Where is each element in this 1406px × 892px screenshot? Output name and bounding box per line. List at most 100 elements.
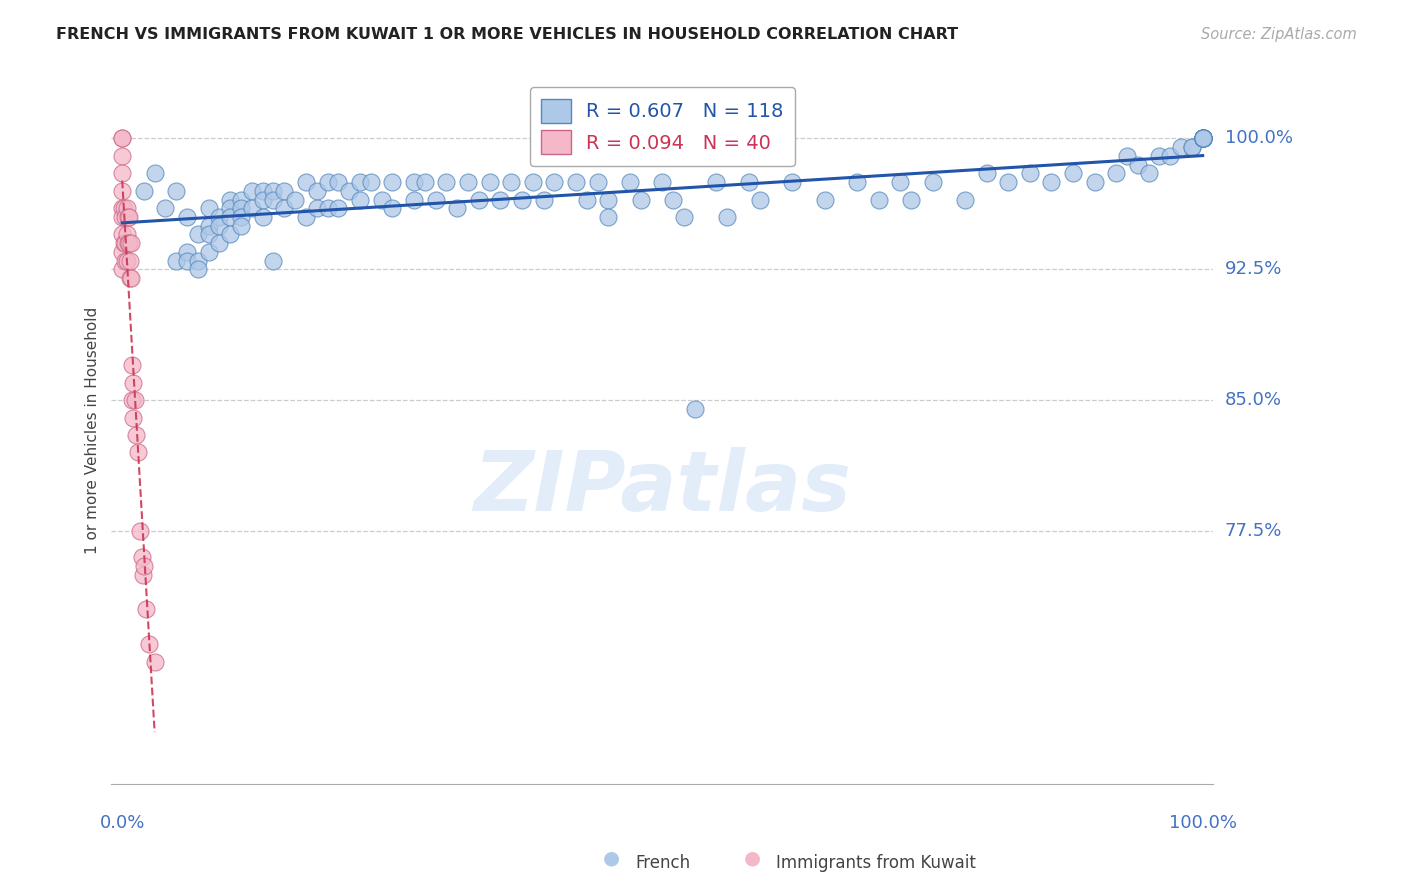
Text: 77.5%: 77.5% [1225,522,1282,540]
Point [111,131,134,145]
Point [176,210,198,224]
Point [165,184,187,198]
Point [295,210,318,224]
Point [124,393,146,408]
Point [522,175,544,189]
Text: FRENCH VS IMMIGRANTS FROM KUWAIT 1 OR MORE VEHICLES IN HOUSEHOLD CORRELATION CHA: FRENCH VS IMMIGRANTS FROM KUWAIT 1 OR MO… [56,27,959,42]
Point [1191,131,1213,145]
Point [976,166,998,180]
Point [135,602,157,616]
Point [115,201,138,215]
Point [155,201,177,215]
Point [1191,131,1213,145]
Point [748,193,770,207]
Point [489,193,512,207]
Point [1105,166,1128,180]
Point [111,166,134,180]
Legend: R = 0.607   N = 118, R = 0.094   N = 40: R = 0.607 N = 118, R = 0.094 N = 40 [530,87,796,166]
Point [1062,166,1084,180]
Point [114,236,136,251]
Point [131,550,153,565]
Point [229,193,252,207]
Point [1191,131,1213,145]
Point [598,193,620,207]
Point [252,210,274,224]
Point [1040,175,1063,189]
Point [187,227,209,242]
Point [402,175,425,189]
Point [122,376,145,390]
Point [813,193,835,207]
Point [953,193,976,207]
Point [240,184,263,198]
Point [115,227,138,242]
Point [381,201,404,215]
Point [273,184,295,198]
Point [229,210,252,224]
Point [295,175,318,189]
Point [738,175,761,189]
Point [138,637,160,651]
Point [1116,149,1139,163]
Point [127,445,149,459]
Point [434,175,457,189]
Point [1191,131,1213,145]
Text: Source: ZipAtlas.com: Source: ZipAtlas.com [1201,27,1357,42]
Point [868,193,890,207]
Text: French: French [636,855,690,872]
Point [1137,166,1160,180]
Point [143,166,166,180]
Point [1084,175,1107,189]
Point [111,244,134,259]
Point [316,201,339,215]
Point [381,175,404,189]
Point [176,244,198,259]
Point [219,227,242,242]
Point [780,175,803,189]
Point [413,175,436,189]
Point [273,201,295,215]
Text: Immigrants from Kuwait: Immigrants from Kuwait [776,855,976,872]
Point [1170,140,1192,154]
Point [630,193,652,207]
Point [114,253,136,268]
Point [125,428,148,442]
Point [1191,131,1213,145]
Point [1191,131,1213,145]
Point [219,210,242,224]
Point [114,210,136,224]
Point [328,175,350,189]
Point [240,201,263,215]
Point [111,149,134,163]
Point [1159,149,1181,163]
Point [263,193,285,207]
Point [468,193,491,207]
Point [111,201,134,215]
Text: 85.0%: 85.0% [1225,391,1282,409]
Point [889,175,911,189]
Point [997,175,1019,189]
Point [501,175,523,189]
Point [263,253,285,268]
Point [187,262,209,277]
Point [284,193,307,207]
Point [1191,131,1213,145]
Point [118,253,141,268]
Point [229,219,252,233]
Point [176,253,198,268]
Text: 92.5%: 92.5% [1225,260,1282,278]
Point [121,358,143,372]
Text: 100.0%: 100.0% [1225,129,1292,147]
Point [598,210,620,224]
Point [118,210,141,224]
Point [132,558,155,573]
Point [197,244,219,259]
Point [457,175,479,189]
Point [1191,131,1213,145]
Point [121,393,143,408]
Point [197,201,219,215]
Point [165,253,187,268]
Point [651,175,673,189]
Point [565,175,588,189]
Point [337,184,360,198]
